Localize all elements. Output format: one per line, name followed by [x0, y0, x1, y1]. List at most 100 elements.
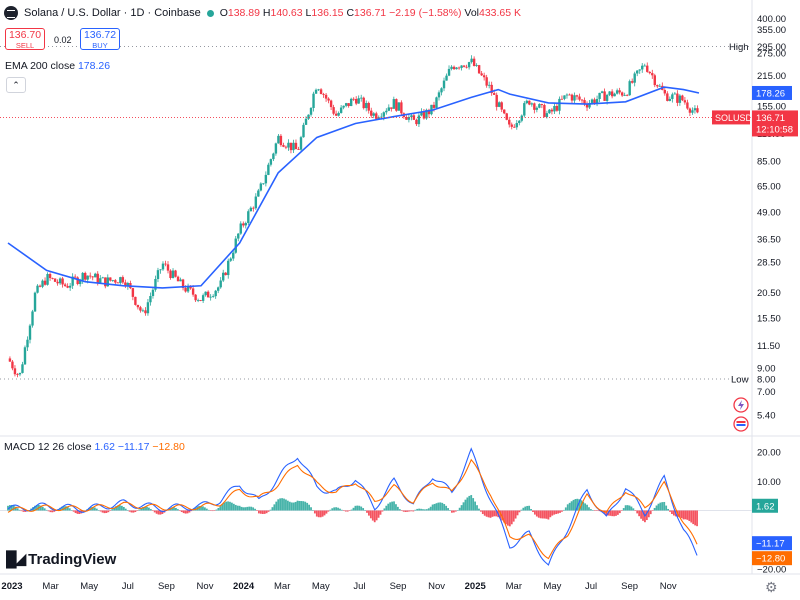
time-tick-label: Nov — [660, 581, 677, 592]
flag-icon[interactable] — [733, 416, 749, 432]
candle-body — [269, 159, 273, 165]
candle-body — [56, 281, 59, 284]
macd-histogram-bar — [549, 510, 552, 518]
price-tick-label: 15.50 — [757, 314, 781, 325]
candle-body — [651, 73, 654, 76]
macd-histogram-bar — [203, 507, 206, 511]
macd-histogram-bar — [354, 505, 357, 511]
collapse-chevron-icon[interactable]: ⌃ — [6, 77, 26, 93]
candle-body — [171, 270, 175, 278]
macd-hist-tag-text: 1.62 — [756, 501, 775, 512]
macd-histogram-bar — [298, 500, 301, 511]
candle-body — [186, 285, 190, 292]
macd-histogram-bar — [99, 510, 102, 512]
candle-body — [668, 98, 672, 101]
candle-body — [422, 111, 426, 119]
time-tick-label: Jul — [353, 581, 365, 592]
buy-button[interactable]: 136.72 BUY — [80, 28, 120, 50]
macd-histogram-bar — [576, 498, 579, 511]
macd-histogram-bar — [221, 504, 224, 511]
candle-body — [66, 286, 69, 288]
candle-body — [420, 111, 423, 116]
candle-body — [663, 90, 667, 94]
candle-body — [101, 277, 104, 279]
settings-gear-icon[interactable]: ⚙ — [765, 579, 778, 595]
macd-legend-label: MACD 12 26 close — [4, 441, 92, 453]
candle-body — [317, 89, 320, 91]
candle-body — [600, 91, 604, 93]
macd-histogram-bar — [561, 510, 563, 512]
candle-body — [498, 102, 501, 107]
macd-histogram-bar — [420, 508, 422, 511]
candle-body — [560, 98, 564, 100]
macd-histogram-bar — [410, 510, 413, 512]
macd-histogram-bar — [680, 510, 683, 519]
macd-legend[interactable]: MACD 12 26 close 1.62 −11.17 −12.80 — [4, 441, 185, 453]
macd-histogram-bar — [306, 502, 309, 511]
macd-histogram-bar — [657, 503, 660, 511]
candle-body — [136, 304, 140, 308]
candle-body — [76, 277, 79, 285]
macd-histogram-bar — [341, 509, 343, 511]
macd-histogram-bar — [53, 510, 56, 512]
macd-histogram-bar — [665, 505, 668, 511]
macd-histogram-bar — [144, 506, 146, 511]
candle-body — [209, 296, 212, 298]
candle-body — [390, 107, 393, 109]
macd-histogram-bar — [217, 507, 220, 511]
macd-histogram-bar — [671, 510, 673, 515]
candle-body — [272, 153, 275, 160]
macd-histogram-bar — [516, 510, 519, 516]
macd-histogram-bar — [292, 502, 295, 511]
macd-histogram-bar — [381, 510, 384, 512]
macd-tick-label: −20.00 — [757, 565, 786, 576]
price-tick-label: 275.00 — [757, 49, 786, 60]
candle-body — [96, 273, 99, 283]
macd-histogram-bar — [119, 505, 121, 511]
symbol-title[interactable]: Solana / U.S. Dollar · 1D · Coinbase — [24, 7, 201, 19]
candle-body — [332, 107, 335, 114]
macd-histogram-bar — [317, 510, 320, 518]
candle-body — [314, 89, 318, 94]
time-tick-label: Mar — [42, 581, 58, 592]
macd-histogram-bar — [244, 507, 247, 511]
candle-body — [435, 97, 438, 108]
macd-histogram-bar — [352, 507, 355, 511]
sell-button[interactable]: 136.70 SELL — [5, 28, 45, 50]
candle-body — [696, 108, 699, 113]
macd-histogram-bar — [518, 510, 521, 513]
candle-body — [405, 117, 408, 120]
macd-value-tag — [752, 536, 792, 551]
macd-histogram-bar — [672, 510, 675, 516]
macd-histogram-bar — [617, 510, 619, 515]
macd-histogram-bar — [460, 505, 463, 511]
candle-body — [550, 109, 554, 112]
macd-histogram-bar — [651, 510, 654, 511]
candle-body — [445, 75, 448, 81]
candle-body — [33, 292, 37, 312]
macd-histogram-bar — [611, 510, 614, 517]
buy-price: 136.72 — [83, 29, 117, 41]
candle-body — [319, 89, 323, 94]
symbol-header[interactable]: Solana / U.S. Dollar · 1D · Coinbase O13… — [4, 6, 521, 20]
macd-histogram-bar — [360, 506, 363, 511]
candle-body — [327, 98, 330, 101]
tradingview-logo[interactable]: █◢ TradingView — [6, 550, 116, 569]
macd-histogram-bar — [350, 509, 353, 511]
macd-histogram-bar — [302, 501, 305, 511]
candle-body — [166, 264, 170, 271]
macd-histogram-bar — [690, 510, 693, 523]
lightning-icon[interactable] — [733, 397, 749, 413]
macd-histogram-bar — [456, 509, 459, 511]
macd-histogram-bar — [342, 510, 345, 511]
ema-legend[interactable]: EMA 200 close 178.26 — [5, 60, 110, 72]
candle-body — [533, 103, 536, 110]
macd-histogram-bar — [572, 499, 575, 511]
macd-histogram-bar — [424, 509, 426, 511]
macd-histogram-bar — [296, 500, 299, 511]
candle-body — [232, 252, 235, 259]
macd-histogram-bar — [344, 510, 347, 512]
candle-body — [36, 285, 39, 293]
candle-body — [302, 124, 305, 138]
